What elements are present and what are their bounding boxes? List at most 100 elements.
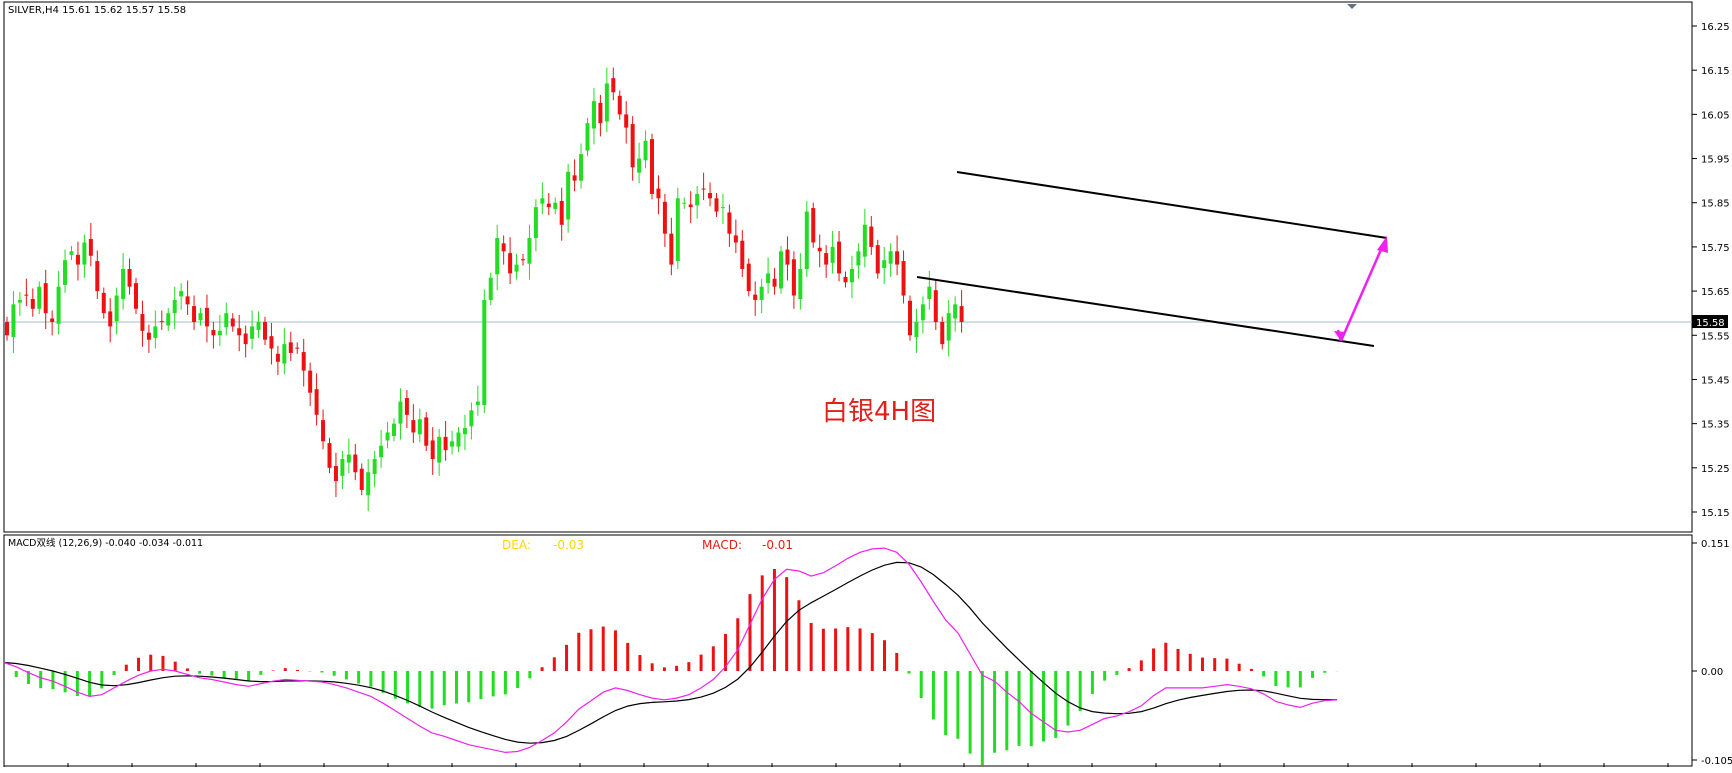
candle-body [650, 139, 654, 194]
candle-body [759, 286, 764, 300]
candle-body [553, 202, 558, 209]
macd-value: -0.01 [762, 538, 793, 552]
candle-body [50, 318, 55, 323]
candle-body [256, 322, 261, 330]
candle-body [953, 304, 958, 319]
price-tick-label: 16.25 [1701, 22, 1730, 33]
candle-body [417, 419, 422, 435]
macd-tick-label: 0.151 [1701, 539, 1730, 550]
candle-body [733, 235, 738, 243]
candle-body [172, 299, 177, 314]
price-tick-label: 15.15 [1701, 508, 1730, 519]
candle-body [224, 313, 229, 328]
candle-body [63, 260, 68, 285]
symbol-header: SILVER,H4 15.61 15.62 15.57 15.58 [8, 5, 186, 16]
candle-body [437, 436, 442, 463]
candle-body [17, 299, 22, 303]
candle-body [791, 259, 796, 296]
candle-body [708, 193, 713, 199]
candle-body [501, 243, 506, 252]
channel-lower-line [916, 276, 1375, 347]
candle-body [779, 251, 783, 289]
candle-body [288, 342, 293, 353]
candle-body [830, 246, 835, 263]
dea-value: -0.03 [553, 538, 584, 552]
candle-body [430, 440, 435, 459]
candle-body [766, 273, 771, 284]
candle-body [875, 245, 880, 274]
candle-body [366, 472, 371, 496]
candle-body [379, 445, 384, 458]
candle-body [43, 283, 48, 314]
candle-body [598, 102, 603, 124]
candle-body [940, 322, 945, 345]
candle-body [153, 326, 158, 338]
svg-text:15.58: 15.58 [1696, 318, 1725, 329]
candle-body [275, 353, 280, 362]
time-axis-ticks [3, 763, 1669, 767]
candle-body [585, 123, 590, 151]
candle-body [630, 124, 635, 168]
candle-body [450, 441, 455, 447]
candle-body [82, 242, 87, 265]
candle-body [482, 299, 487, 406]
macd-panel-label: MACD双线 (12,26,9) -0.040 -0.034 -0.011 [8, 537, 203, 549]
candle-body [353, 454, 358, 473]
macd-signal-line [3, 561, 1337, 744]
candle-body [882, 260, 887, 269]
candle-body [198, 313, 203, 321]
candle-body [372, 458, 377, 475]
price-tick-label: 15.65 [1701, 287, 1730, 298]
candle-body [134, 283, 138, 309]
candle-body [263, 322, 267, 340]
candle-body [217, 330, 222, 336]
candle-body [192, 306, 197, 323]
candle-body [746, 263, 751, 292]
candle-body [869, 226, 874, 247]
candle-body [811, 208, 816, 243]
candle-body [101, 292, 106, 314]
candle-body [127, 269, 132, 287]
candle-body [817, 247, 822, 252]
candle-body [211, 329, 216, 336]
candle-body [624, 114, 629, 128]
price-tick-label: 16.15 [1701, 66, 1730, 77]
scroll-marker-icon[interactable] [1347, 4, 1357, 9]
price-tick-label: 15.45 [1701, 375, 1730, 386]
price-tick-label: 15.35 [1701, 420, 1730, 431]
candle-body [404, 398, 409, 415]
candle-body [540, 198, 545, 204]
candle-body [346, 454, 351, 463]
macd-line [3, 547, 1338, 754]
candle-body [514, 264, 519, 272]
candle-body [643, 140, 648, 161]
candle-body [804, 211, 809, 269]
macd-histogram [14, 569, 1339, 766]
candle-body [146, 332, 151, 340]
candle-body [204, 307, 209, 327]
candle-body [462, 428, 467, 435]
candle-body [488, 277, 493, 300]
candle-body [230, 318, 235, 327]
candle-body [411, 420, 416, 433]
candle-body [753, 294, 758, 300]
candle-body [798, 269, 803, 300]
candle-body [495, 238, 500, 275]
candle-body [785, 249, 790, 265]
candle-body [895, 251, 900, 265]
candle-body [469, 410, 474, 427]
candle-body [37, 286, 42, 309]
price-tick-label: 15.95 [1701, 155, 1730, 166]
candle-body [901, 261, 906, 296]
price-axis: 16.25 16.15 16.05 15.95 15.85 15.75 15.65 15.55… [1692, 22, 1730, 519]
candle-body [946, 313, 951, 341]
candle-body [849, 269, 854, 283]
candle-body [669, 233, 674, 265]
candle-body [250, 326, 255, 339]
candle-body [579, 154, 584, 181]
candle-body [508, 253, 513, 274]
price-panel-frame [3, 1, 1693, 533]
candle-body [546, 203, 551, 208]
